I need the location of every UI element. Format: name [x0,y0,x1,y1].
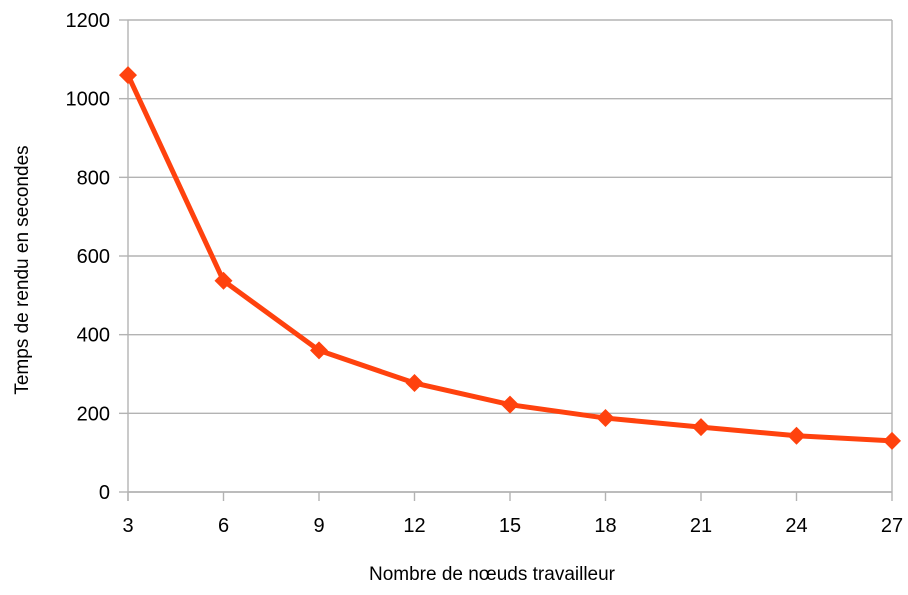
series-line [125,72,895,444]
x-tick-label: 18 [594,515,616,537]
series-layer [119,66,901,450]
x-tick-label: 24 [785,515,807,537]
x-tick-label: 27 [881,515,903,537]
data-point [119,66,137,85]
y-tick-label: 400 [77,325,110,347]
data-point [787,426,806,445]
x-tick-label: 9 [313,515,324,537]
data-point [310,341,328,360]
data-point [692,418,710,437]
y-tick-label: 800 [77,167,110,189]
x-tick-label: 3 [122,515,133,537]
data-point [596,409,615,428]
axes [119,19,893,501]
x-tick-label: 12 [403,515,425,537]
x-tick-label: 6 [218,515,229,537]
data-point [214,271,233,290]
y-tick-label: 600 [77,246,110,268]
x-tick-label: 15 [499,515,521,537]
x-tick-label: 21 [690,515,712,537]
y-axis-title: Temps de rendu en secondes [12,145,33,394]
data-point [883,431,901,450]
y-tick-label: 1200 [66,10,111,32]
grid [128,19,892,493]
data-point [405,374,424,393]
x-axis-title: Nombre de nœuds travailleur [369,564,616,585]
y-tick-label: 1000 [66,89,111,111]
y-tick-label: 200 [77,403,110,425]
data-point [501,395,519,414]
y-tick-label: 0 [99,482,110,504]
tick-labels: 0 200 400 600 800 1000 1200 3 6 9 12 15 18 21 24 27 [66,10,904,537]
